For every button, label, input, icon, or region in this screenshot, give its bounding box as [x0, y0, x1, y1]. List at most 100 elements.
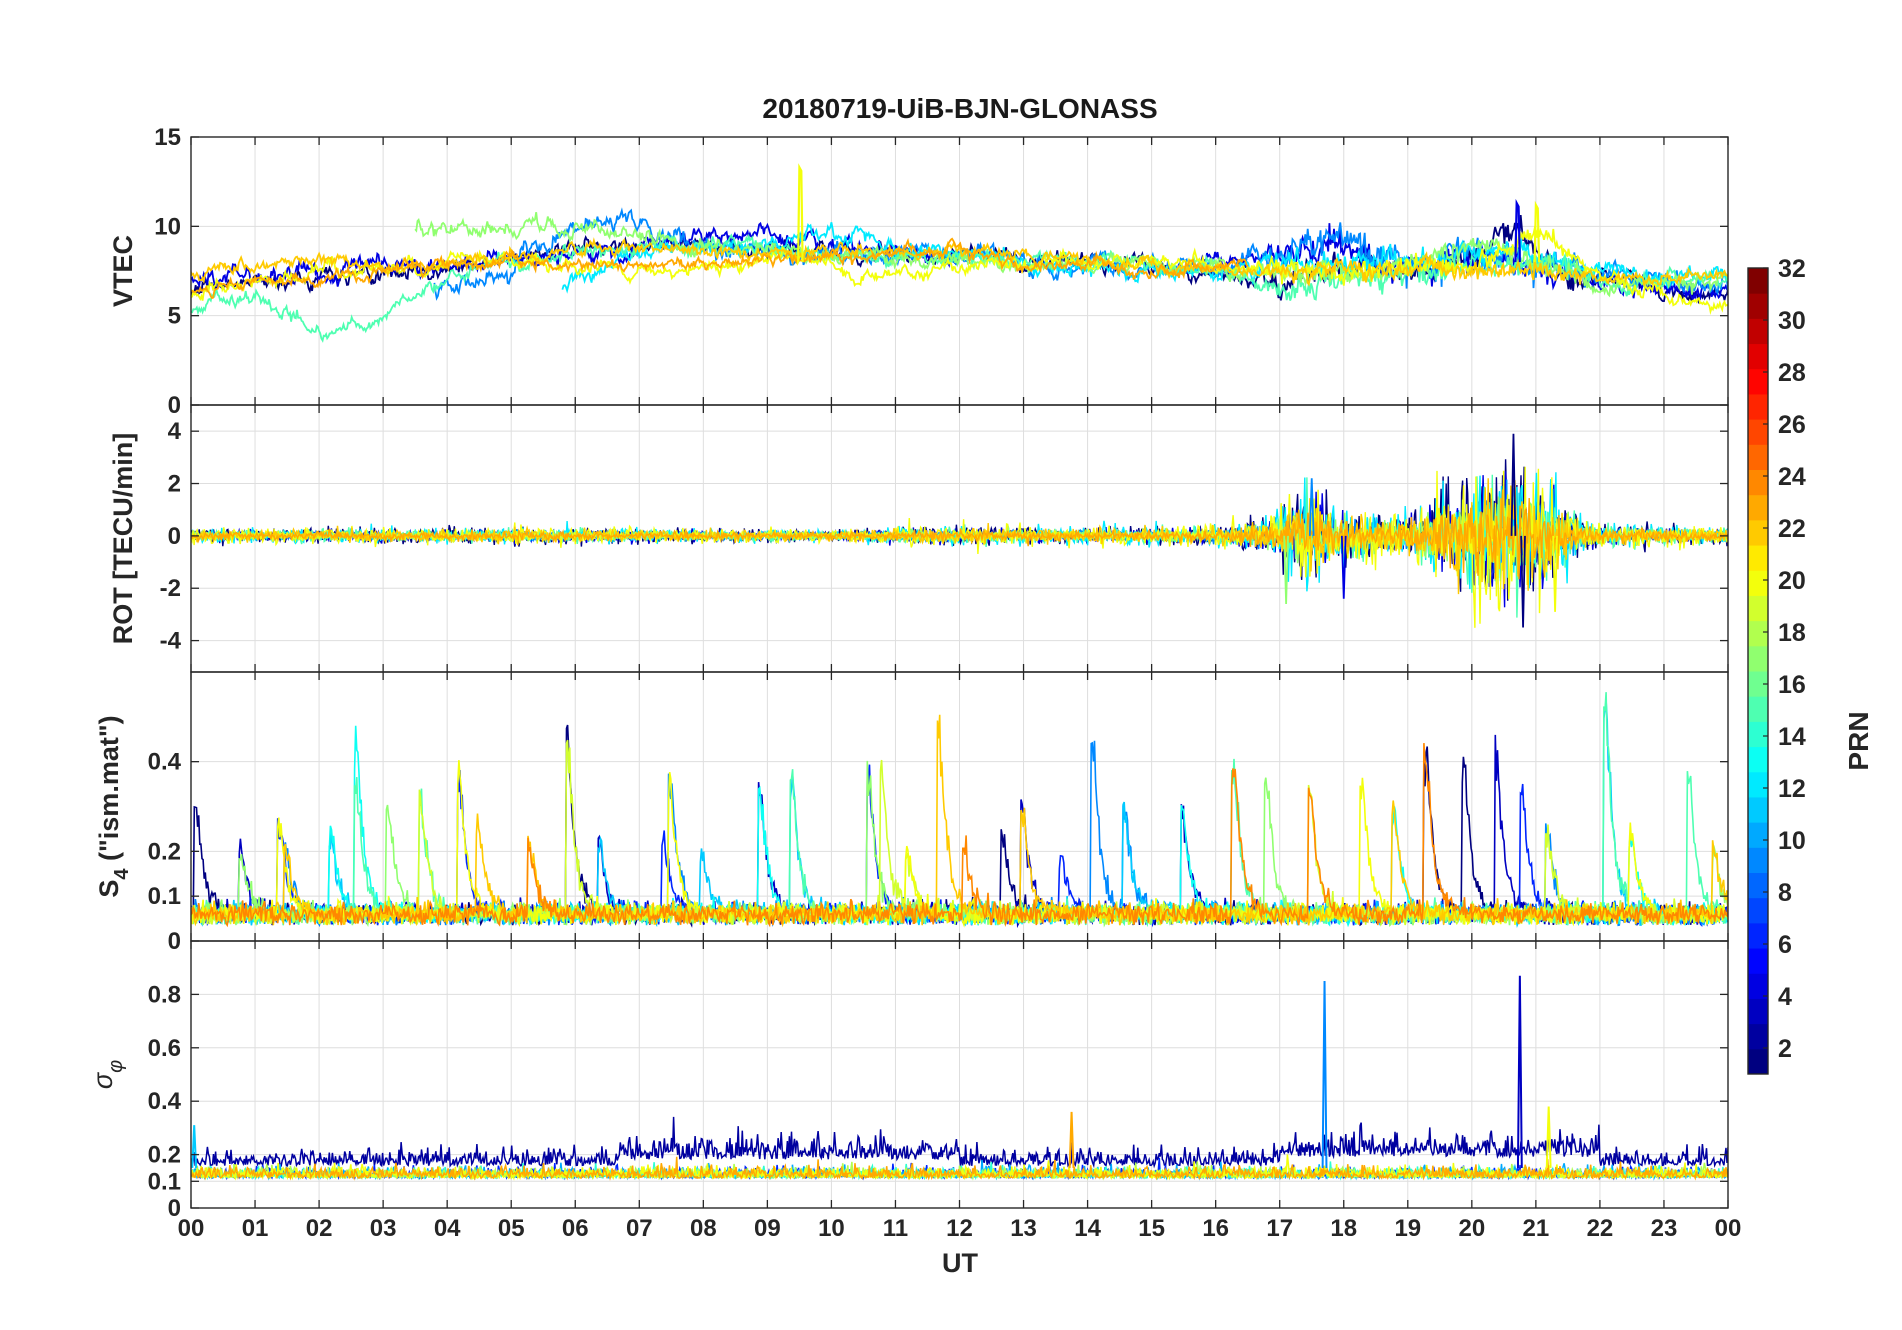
colorbar-step: [1748, 268, 1768, 294]
y-tick-label: 10: [154, 213, 181, 240]
grid-sigphi: [191, 941, 1728, 1208]
series-s4: [191, 692, 1728, 929]
y-tick-label: 0: [168, 928, 181, 955]
colorbar-tick-label: 10: [1778, 827, 1806, 855]
x-tick-label: 18: [1330, 1215, 1357, 1242]
y-tick-label: 0: [168, 1195, 181, 1222]
y-axis-label-sigphi: σφ: [88, 1060, 127, 1089]
series-sigphi: [191, 975, 1728, 1181]
colorbar-step: [1748, 1048, 1768, 1075]
x-tick-label: 12: [946, 1215, 973, 1242]
x-tick-label: 06: [562, 1215, 589, 1242]
colorbar-step: [1748, 368, 1768, 395]
series-line-prn-2: [191, 1116, 1728, 1169]
colorbar-step: [1748, 897, 1768, 924]
colorbar-step: [1748, 469, 1768, 496]
colorbar-tick-label: 2: [1778, 1035, 1792, 1063]
y-tick-label: 0.8: [148, 981, 181, 1008]
y-tick-label: 15: [154, 124, 181, 151]
panel-rot: -4 -2 0 2 4 ROT [TECU/min]: [108, 404, 1729, 673]
colorbar-tick-label: 4: [1778, 983, 1792, 1011]
x-axis-label: UT: [942, 1248, 978, 1278]
colorbar-step: [1748, 595, 1768, 622]
ticks-sigphi: [190, 941, 1729, 1209]
y-tick-label: 0.4: [148, 1088, 182, 1115]
ticks-rot: [190, 405, 1729, 672]
series-line-prn-17: [414, 212, 1728, 298]
spike-prn-23: [1068, 1111, 1075, 1168]
x-tick-label: 00: [178, 1215, 205, 1242]
x-tick-label: 17: [1266, 1215, 1293, 1242]
x-tick-label: 21: [1523, 1215, 1550, 1242]
colorbar-step: [1748, 318, 1768, 345]
spike-prn-20: [797, 163, 804, 263]
colorbar-tick-label: 26: [1778, 411, 1806, 439]
x-tick-label: 04: [434, 1215, 461, 1242]
y-tick-label: 0.6: [148, 1035, 181, 1062]
x-tick-label: 23: [1651, 1215, 1678, 1242]
colorbar-tick-label: 20: [1778, 567, 1806, 595]
x-tick-labels: 00 01 02 03 04 05 06 07 08 09 10 11 12 13 14 15 16 17 18 19…: [178, 1215, 1742, 1242]
series-line-prn-23: [191, 237, 1249, 300]
spike-prn-9: [1321, 981, 1328, 1168]
colorbar-step: [1748, 545, 1768, 571]
series-rot: [191, 433, 1728, 628]
x-tick-label: 00: [1715, 1215, 1742, 1242]
ticks-vtec: [190, 136, 1729, 406]
colorbar-tick-label: 8: [1778, 879, 1792, 907]
colorbar-step: [1748, 444, 1768, 470]
spike-prn-3: [1516, 975, 1523, 1168]
x-tick-label: 22: [1587, 1215, 1614, 1242]
colorbar-tick-label: 32: [1778, 255, 1806, 283]
colorbar-tick-label: 30: [1778, 307, 1806, 335]
colorbar-step: [1748, 293, 1768, 319]
x-tick-label: 11: [883, 1215, 908, 1242]
colorbar-step: [1748, 822, 1768, 848]
colorbar-step: [1748, 872, 1768, 899]
y-tick-label: 0: [168, 392, 181, 419]
y-axis-label-vtec: VTEC: [108, 235, 138, 307]
colorbar-step: [1748, 519, 1768, 546]
x-tick-label: 10: [818, 1215, 845, 1242]
y-tick-label: -2: [160, 575, 181, 602]
y-tick-label: 0: [168, 523, 181, 550]
extreme-prn-4: [1340, 535, 1347, 599]
colorbar-step: [1748, 922, 1768, 949]
y-axis-label-rot: ROT [TECU/min]: [108, 433, 138, 644]
y-axis-label-s4: S4 ("ism.mat"): [94, 715, 133, 897]
panel-s4: 0 0.1 0.2 0.4 S4 ("ism.mat"): [94, 671, 1729, 955]
colorbar-tick-label: 28: [1778, 359, 1806, 387]
x-tick-label: 01: [242, 1215, 269, 1242]
extreme-prn-9: [1308, 478, 1315, 536]
x-tick-label: 20: [1458, 1215, 1485, 1242]
colorbar-tick-label: 18: [1778, 619, 1806, 647]
y-tick-label: -4: [160, 628, 182, 655]
colorbar-step: [1748, 419, 1768, 445]
y-tick-label: 0.1: [148, 1168, 181, 1195]
colorbar-step: [1748, 721, 1768, 748]
ticks-s4: [190, 672, 1729, 942]
colorbar-step: [1748, 998, 1768, 1025]
extreme-prn-17: [1283, 535, 1289, 604]
extreme-prn-1: [1510, 433, 1517, 536]
x-tick-label: 08: [690, 1215, 717, 1242]
y-tick-label: 0.4: [148, 749, 182, 776]
y-tick-label: 5: [168, 303, 181, 330]
colorbar-step: [1748, 494, 1768, 521]
colorbar-tick-label: 14: [1778, 723, 1806, 751]
y-tick-label: 0.2: [148, 1142, 181, 1169]
colorbar-step: [1748, 847, 1768, 873]
y-tick-label: 0.2: [148, 838, 181, 865]
colorbar-tick-label: 16: [1778, 671, 1806, 699]
x-tick-label: 09: [754, 1215, 781, 1242]
y-tick-label: 0.1: [148, 883, 181, 910]
panel-vtec: 0 5 10 15 VTEC: [108, 124, 1729, 419]
y-tick-label: 4: [168, 418, 182, 445]
colorbar-step: [1748, 393, 1768, 420]
x-tick-label: 03: [370, 1215, 397, 1242]
x-tick-label: 16: [1202, 1215, 1229, 1242]
colorbar-step: [1748, 1023, 1768, 1050]
